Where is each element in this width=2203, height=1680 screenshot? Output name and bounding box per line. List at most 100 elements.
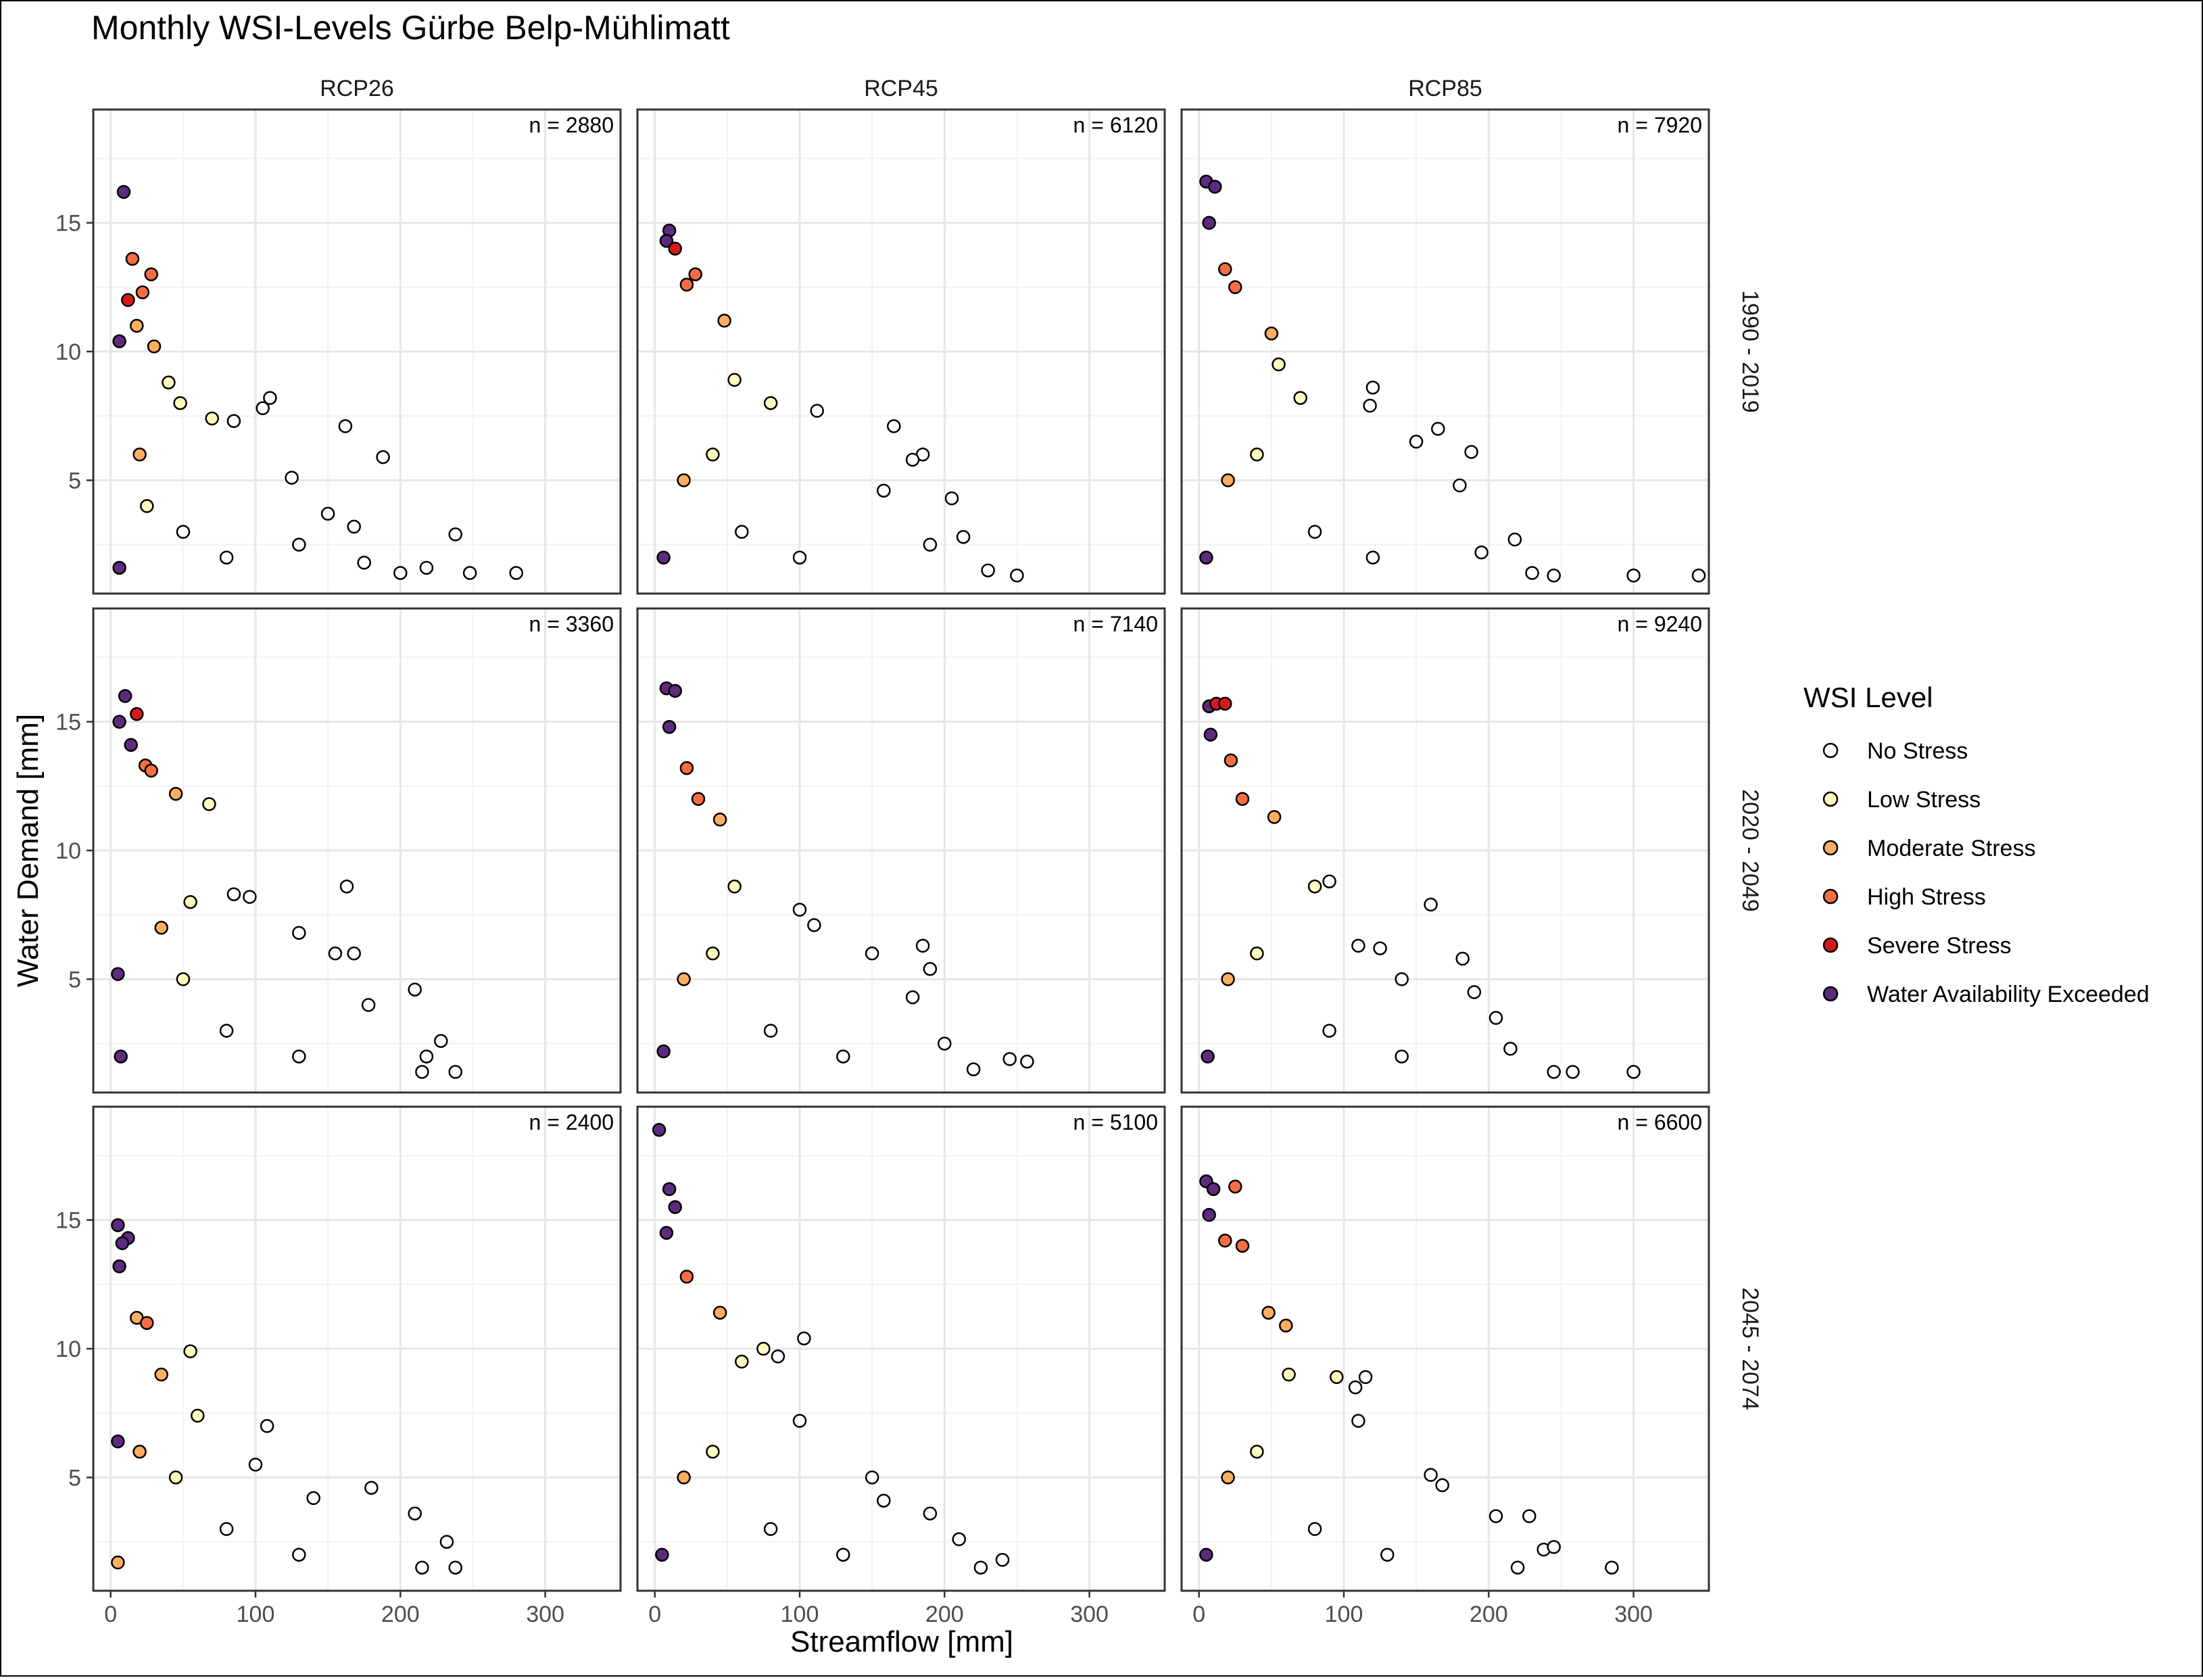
point-severe-stress	[1218, 696, 1232, 711]
point-water-availability-exceeded	[1199, 1547, 1213, 1562]
point-water-availability-exceeded	[659, 1226, 674, 1240]
panel-border	[1180, 607, 1710, 1094]
point-no-stress	[1351, 938, 1365, 953]
point-no-stress	[877, 483, 891, 498]
point-no-stress	[1467, 985, 1482, 999]
point-no-stress	[260, 1419, 274, 1433]
point-high-stress	[1235, 1239, 1250, 1253]
y-tick-label: 5	[68, 468, 81, 494]
point-no-stress	[771, 1349, 785, 1364]
point-water-availability-exceeded	[118, 689, 132, 703]
point-no-stress	[339, 880, 354, 894]
panel-border	[636, 607, 1166, 1094]
point-no-stress	[1020, 1055, 1034, 1069]
panel-n-label: n = 5100	[1073, 1110, 1158, 1134]
legend-key-high-stress	[1822, 888, 1839, 905]
panel-rcp45-2045-2074: n = 5100 0 100 200 300	[636, 1105, 1166, 1627]
point-low-stress	[756, 1341, 771, 1356]
facet-row-label-1990-2019: 1990 - 2019	[1737, 290, 1763, 413]
legend-label-low-stress: Low Stress	[1867, 787, 1981, 813]
point-no-stress	[462, 566, 477, 580]
point-no-stress	[1365, 381, 1380, 395]
point-no-stress	[419, 1049, 434, 1063]
point-low-stress	[183, 1344, 197, 1359]
point-high-stress	[140, 1316, 154, 1330]
legend-title: WSI Level	[1803, 681, 1933, 713]
point-no-stress	[1525, 566, 1539, 580]
point-severe-stress	[121, 293, 135, 308]
point-no-stress	[176, 525, 191, 539]
point-water-availability-exceeded	[1206, 1182, 1221, 1197]
point-moderate-stress	[717, 314, 731, 328]
legend-key-no-stress	[1822, 742, 1839, 759]
panel-n-label: n = 3360	[529, 612, 614, 636]
point-severe-stress	[130, 706, 144, 721]
point-no-stress	[219, 1522, 234, 1536]
point-moderate-stress	[1264, 327, 1279, 341]
point-no-stress	[1322, 1024, 1336, 1038]
point-water-availability-exceeded	[112, 334, 126, 349]
panel-border	[1180, 108, 1710, 595]
point-moderate-stress	[712, 813, 727, 827]
point-no-stress	[923, 537, 938, 552]
point-low-stress	[183, 894, 197, 909]
point-high-stress	[135, 285, 150, 299]
point-no-stress	[1547, 569, 1561, 583]
point-high-stress	[1228, 280, 1242, 295]
point-no-stress	[905, 990, 920, 1005]
point-no-stress	[923, 1506, 938, 1520]
point-no-stress	[1409, 435, 1424, 449]
panel-border	[636, 1105, 1166, 1592]
x-axis-label: Streamflow [mm]	[790, 1625, 1013, 1658]
point-water-availability-exceeded	[668, 1200, 682, 1214]
point-water-availability-exceeded	[656, 550, 671, 565]
point-no-stress	[1507, 532, 1522, 547]
point-moderate-stress	[154, 921, 168, 935]
point-high-stress	[691, 792, 706, 807]
point-no-stress	[1431, 422, 1445, 436]
panel-rcp85-2020-2049: n = 9240	[1180, 607, 1710, 1094]
point-low-stress	[1250, 1445, 1264, 1459]
point-no-stress	[1522, 1509, 1536, 1523]
point-no-stress	[347, 519, 361, 534]
point-high-stress	[1218, 262, 1232, 277]
point-low-stress	[173, 395, 187, 410]
point-water-availability-exceeded	[1202, 216, 1216, 230]
y-tick-label: 15	[55, 211, 81, 237]
facet-column-label-rcp85: RCP85	[1408, 76, 1482, 101]
panels-layer: RCP26 RCP45 RCP85 1990 - 2019 2020 - 2049 204…	[55, 76, 1763, 1627]
legend-key-moderate-stress	[1822, 840, 1839, 856]
x-tick-label: 100	[781, 1602, 819, 1627]
point-no-stress	[1351, 1414, 1365, 1428]
point-no-stress	[763, 1522, 778, 1536]
point-no-stress	[263, 391, 277, 405]
point-moderate-stress	[1221, 1470, 1235, 1485]
point-water-availability-exceeded	[124, 738, 138, 752]
point-no-stress	[836, 1049, 850, 1063]
point-no-stress	[320, 506, 335, 521]
point-water-availability-exceeded	[111, 967, 125, 982]
point-moderate-stress	[1261, 1305, 1276, 1320]
panel-n-label: n = 7920	[1618, 113, 1702, 137]
point-low-stress	[727, 880, 742, 894]
point-no-stress	[923, 961, 938, 976]
point-no-stress	[887, 419, 901, 433]
point-no-stress	[1002, 1052, 1017, 1066]
point-no-stress	[408, 1506, 422, 1520]
point-water-availability-exceeded	[655, 1547, 669, 1562]
legend: WSI Level No Stress Low Stress Moderate St…	[1803, 681, 2150, 1007]
point-no-stress	[448, 1560, 462, 1575]
point-no-stress	[981, 563, 995, 577]
point-no-stress	[1380, 1547, 1395, 1562]
point-no-stress	[419, 560, 434, 575]
point-moderate-stress	[677, 1470, 691, 1485]
point-no-stress	[306, 1491, 320, 1506]
point-no-stress	[763, 1024, 778, 1038]
point-no-stress	[1566, 1065, 1580, 1079]
facet-row-label-2045-2074: 2045 - 2074	[1737, 1287, 1763, 1410]
panel-n-label: n = 6600	[1618, 1110, 1702, 1134]
point-water-availability-exceeded	[112, 560, 126, 575]
x-tick-label: 0	[104, 1602, 117, 1627]
legend-label-no-stress: No Stress	[1867, 738, 1968, 764]
point-no-stress	[256, 401, 270, 416]
